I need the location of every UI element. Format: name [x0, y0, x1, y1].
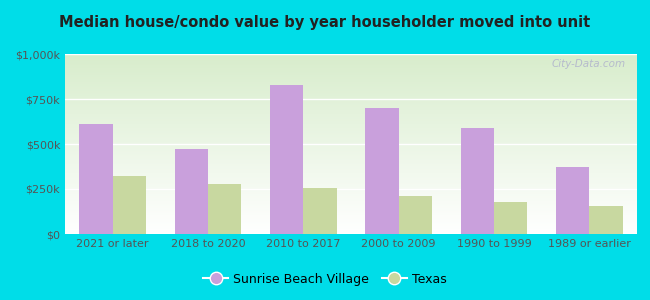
Bar: [461, 128, 494, 234]
Bar: [79, 124, 112, 234]
Bar: [304, 188, 337, 234]
Text: City-Data.com: City-Data.com: [551, 59, 625, 69]
Bar: [112, 176, 146, 234]
Bar: [208, 184, 241, 234]
Bar: [398, 196, 432, 234]
Text: Median house/condo value by year householder moved into unit: Median house/condo value by year househo…: [59, 15, 591, 30]
Bar: [270, 85, 304, 234]
Bar: [556, 167, 590, 234]
Bar: [175, 149, 208, 234]
Bar: [590, 206, 623, 234]
Bar: [494, 202, 527, 234]
Bar: [365, 108, 398, 234]
Legend: Sunrise Beach Village, Texas: Sunrise Beach Village, Texas: [198, 268, 452, 291]
